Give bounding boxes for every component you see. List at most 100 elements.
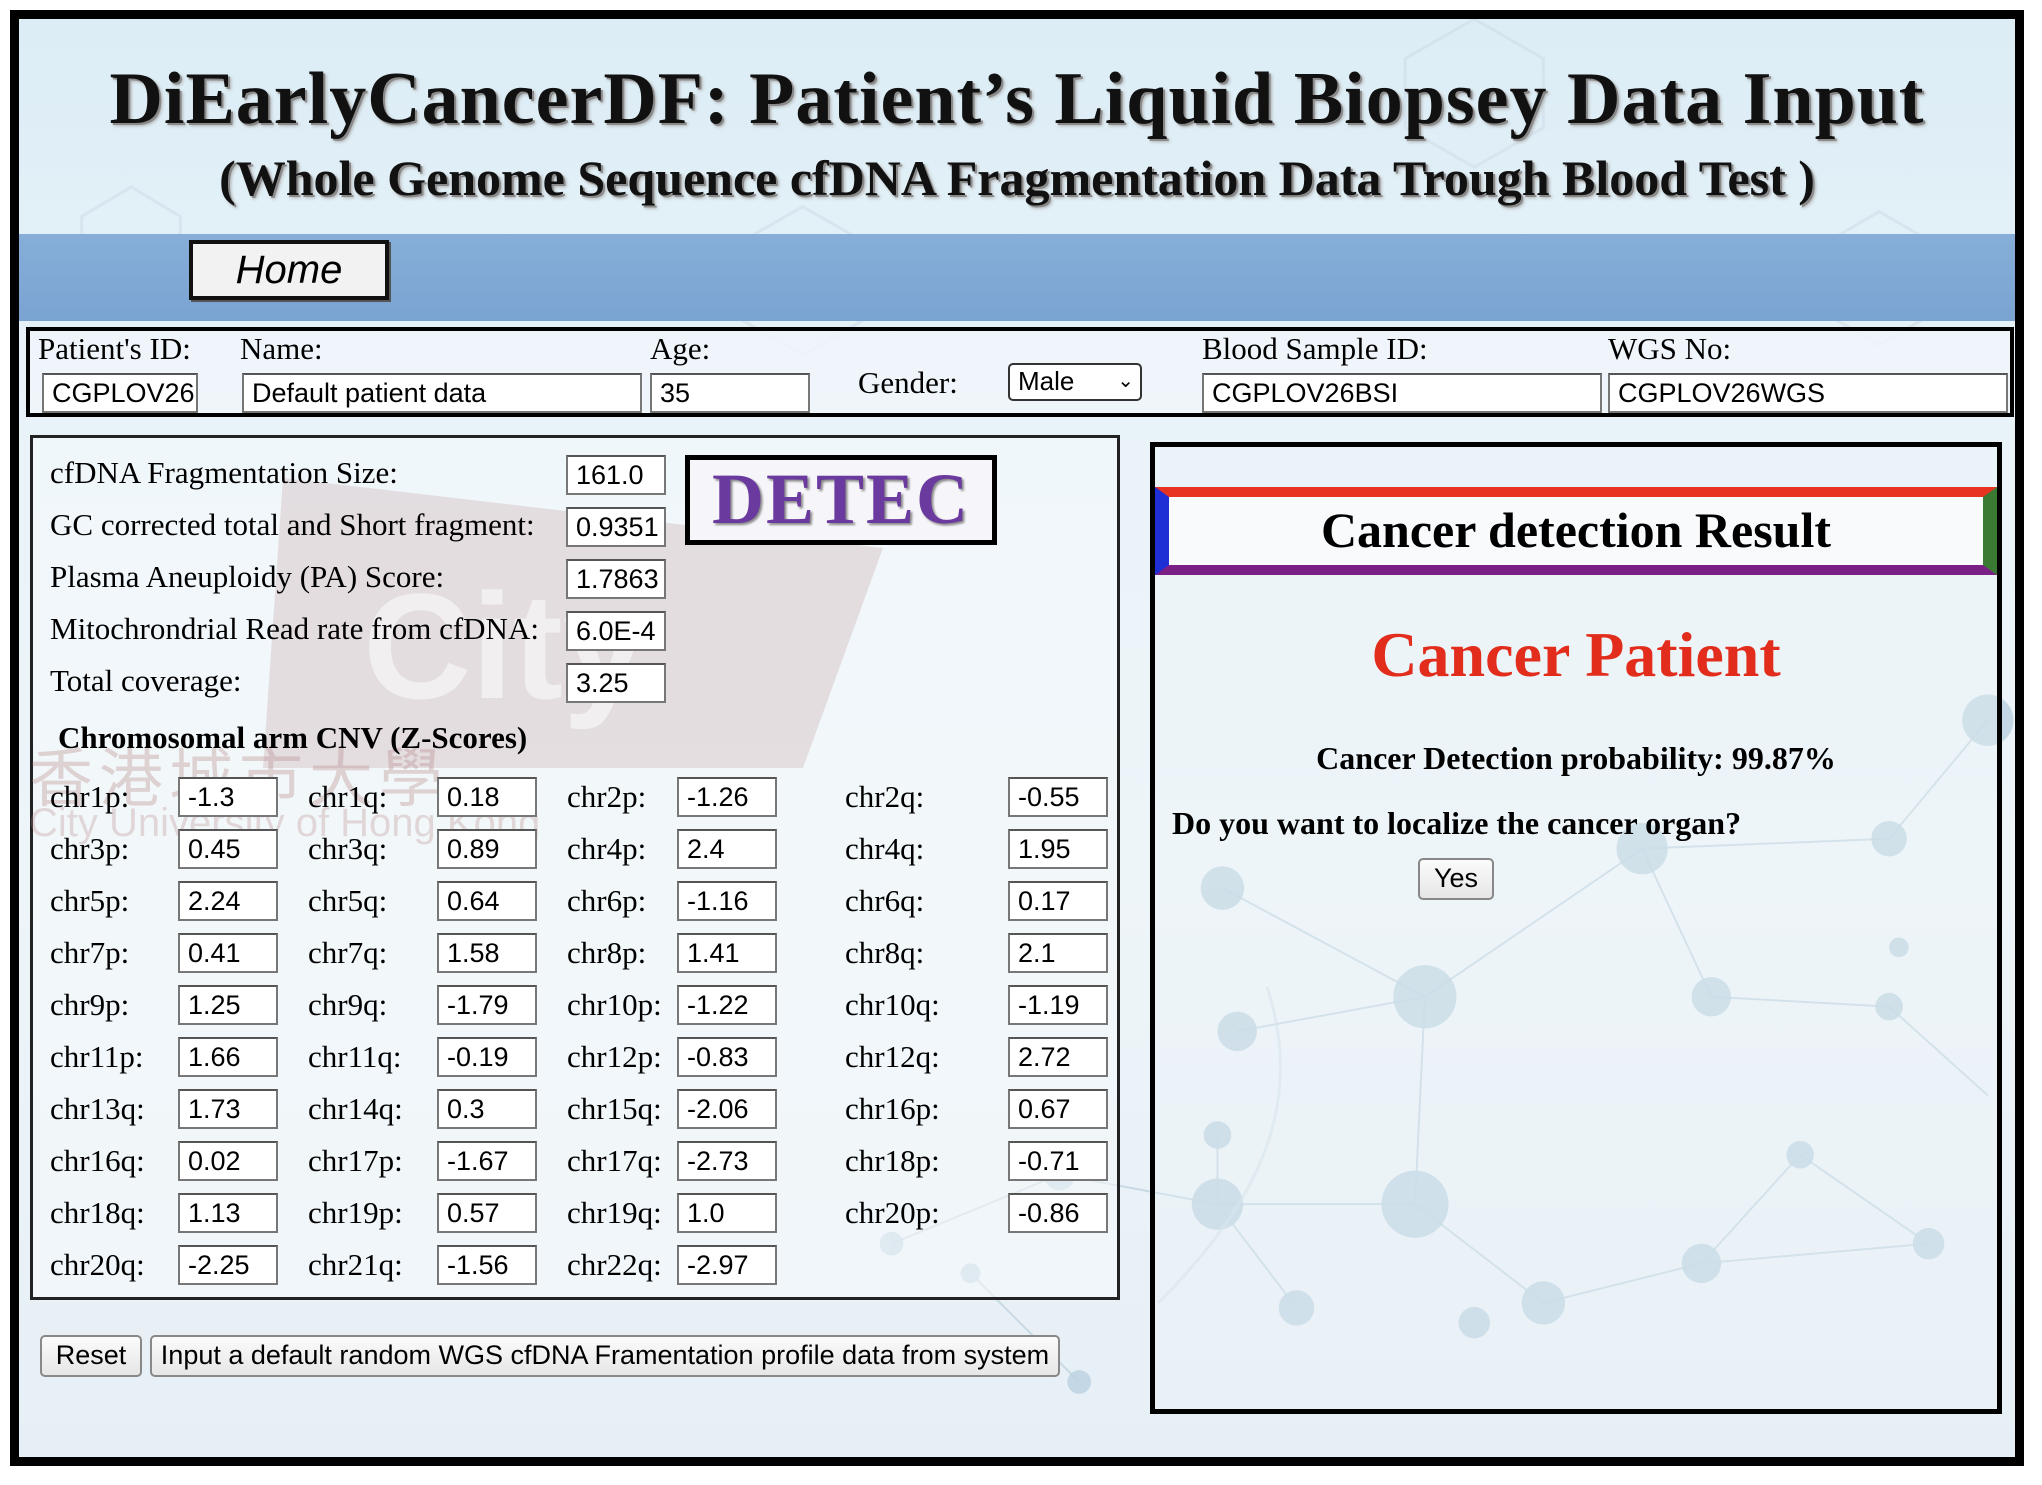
age-label: Age: <box>650 331 711 366</box>
page-title: DiEarlyCancerDF: Patient’s Liquid Biopse… <box>109 58 1925 140</box>
chevron-down-icon: ⌄ <box>1117 370 1134 392</box>
detection-probability: Cancer Detection probability: 99.87% <box>1316 740 1836 776</box>
patient-info-panel: Patient's ID: CGPLOV26 Name: Default pat… <box>26 327 2014 417</box>
cnv-label: chr1q: <box>308 779 388 814</box>
reset-button[interactable]: Reset <box>40 1335 142 1377</box>
wgs-input[interactable]: CGPLOV26WGS <box>1608 373 2008 413</box>
cnv-label: chr16q: <box>50 1143 145 1178</box>
cnv-input[interactable]: 1.95 <box>1008 829 1108 869</box>
cnv-label: chr8q: <box>845 935 925 970</box>
cnv-label: chr14q: <box>308 1091 403 1126</box>
cnv-input[interactable]: -1.79 <box>437 985 537 1025</box>
result-panel <box>1150 442 2002 1414</box>
cnv-label: chr10p: <box>567 987 662 1022</box>
cnv-input[interactable]: -1.3 <box>178 777 278 817</box>
cnv-label: chr15q: <box>567 1091 662 1126</box>
cnv-input[interactable]: 1.41 <box>677 933 777 973</box>
metric-input[interactable]: 3.25 <box>566 663 666 703</box>
metric-input[interactable]: 6.0E-4 <box>566 611 666 651</box>
result-header: Cancer detection Result <box>1155 487 1997 575</box>
cnv-label: chr12p: <box>567 1039 662 1074</box>
name-input[interactable]: Default patient data <box>242 373 642 413</box>
blood-sample-input[interactable]: CGPLOV26BSI <box>1202 373 1602 413</box>
cnv-input[interactable]: 1.13 <box>178 1193 278 1233</box>
metric-label: Mitochrondrial Read rate from cfDNA: <box>50 611 539 646</box>
cnv-input[interactable]: -1.26 <box>677 777 777 817</box>
metric-label: cfDNA Fragmentation Size: <box>50 455 398 490</box>
random-profile-button[interactable]: Input a default random WGS cfDNA Frament… <box>150 1335 1060 1377</box>
cnv-title: Chromosomal arm CNV (Z-Scores) <box>58 720 528 755</box>
cnv-label: chr2p: <box>567 779 647 814</box>
cnv-input[interactable]: 0.18 <box>437 777 537 817</box>
cnv-input[interactable]: 0.17 <box>1008 881 1108 921</box>
cnv-input[interactable]: 1.73 <box>178 1089 278 1129</box>
cnv-label: chr4q: <box>845 831 925 866</box>
patient-id-input[interactable]: CGPLOV26 <box>42 373 198 413</box>
cnv-input[interactable]: -1.56 <box>437 1245 537 1285</box>
result-status: Cancer Patient <box>1371 619 1781 690</box>
cnv-input[interactable]: -1.16 <box>677 881 777 921</box>
cnv-input[interactable]: 1.25 <box>178 985 278 1025</box>
age-input[interactable]: 35 <box>650 373 810 413</box>
cnv-input[interactable]: -0.86 <box>1008 1193 1108 1233</box>
cnv-input[interactable]: -1.67 <box>437 1141 537 1181</box>
blood-sample-label: Blood Sample ID: <box>1202 331 1428 366</box>
cnv-label: chr2q: <box>845 779 925 814</box>
yes-button[interactable]: Yes <box>1418 858 1494 900</box>
cnv-label: chr20p: <box>845 1195 940 1230</box>
cnv-input[interactable]: 0.45 <box>178 829 278 869</box>
cnv-label: chr5q: <box>308 883 388 918</box>
cnv-label: chr12q: <box>845 1039 940 1074</box>
cnv-input[interactable]: 0.67 <box>1008 1089 1108 1129</box>
cnv-input[interactable]: -2.25 <box>178 1245 278 1285</box>
cnv-input[interactable]: -2.97 <box>677 1245 777 1285</box>
cnv-input[interactable]: 0.64 <box>437 881 537 921</box>
detec-logo: DETEC <box>685 455 997 545</box>
cnv-input[interactable]: 1.58 <box>437 933 537 973</box>
metric-input[interactable]: 0.9351 <box>566 507 666 547</box>
cnv-input[interactable]: -0.19 <box>437 1037 537 1077</box>
cnv-label: chr18q: <box>50 1195 145 1230</box>
cnv-label: chr21q: <box>308 1247 403 1282</box>
cnv-input[interactable]: -2.06 <box>677 1089 777 1129</box>
cnv-input[interactable]: 0.02 <box>178 1141 278 1181</box>
cnv-input[interactable]: 0.3 <box>437 1089 537 1129</box>
cnv-label: chr8p: <box>567 935 647 970</box>
cnv-input[interactable]: -1.22 <box>677 985 777 1025</box>
cnv-input[interactable]: -0.83 <box>677 1037 777 1077</box>
cnv-input[interactable]: 0.89 <box>437 829 537 869</box>
cnv-input[interactable]: -0.55 <box>1008 777 1108 817</box>
cnv-input[interactable]: 2.24 <box>178 881 278 921</box>
cnv-input[interactable]: 0.57 <box>437 1193 537 1233</box>
metric-input[interactable]: 1.7863 <box>566 559 666 599</box>
cnv-label: chr3q: <box>308 831 388 866</box>
cnv-label: chr7q: <box>308 935 388 970</box>
nav-bar: Home <box>19 234 2015 321</box>
cnv-label: chr10q: <box>845 987 940 1022</box>
cnv-input[interactable]: 2.1 <box>1008 933 1108 973</box>
gender-select[interactable]: Male ⌄ <box>1008 363 1142 401</box>
cnv-input[interactable]: 2.4 <box>677 829 777 869</box>
metric-input[interactable]: 161.0 <box>566 455 666 495</box>
cnv-label: chr16p: <box>845 1091 940 1126</box>
cnv-input[interactable]: -1.19 <box>1008 985 1108 1025</box>
cnv-input[interactable]: 1.66 <box>178 1037 278 1077</box>
cnv-input[interactable]: -0.71 <box>1008 1141 1108 1181</box>
home-button[interactable]: Home <box>189 240 389 300</box>
cnv-input[interactable]: 0.41 <box>178 933 278 973</box>
gender-label: Gender: <box>858 365 958 400</box>
cnv-input[interactable]: 2.72 <box>1008 1037 1108 1077</box>
cnv-input[interactable]: -2.73 <box>677 1141 777 1181</box>
metric-label: Plasma Aneuploidy (PA) Score: <box>50 559 445 594</box>
cnv-input[interactable]: 1.0 <box>677 1193 777 1233</box>
cnv-label: chr9q: <box>308 987 388 1022</box>
cnv-label: chr1p: <box>50 779 130 814</box>
cnv-label: chr6p: <box>567 883 647 918</box>
cnv-label: chr17q: <box>567 1143 662 1178</box>
metric-label: GC corrected total and Short fragment: <box>50 507 535 542</box>
name-label: Name: <box>240 331 323 366</box>
cnv-label: chr9p: <box>50 987 130 1022</box>
gender-select-value: Male <box>1018 366 1075 396</box>
cnv-label: chr7p: <box>50 935 130 970</box>
cnv-label: chr11q: <box>308 1039 402 1074</box>
